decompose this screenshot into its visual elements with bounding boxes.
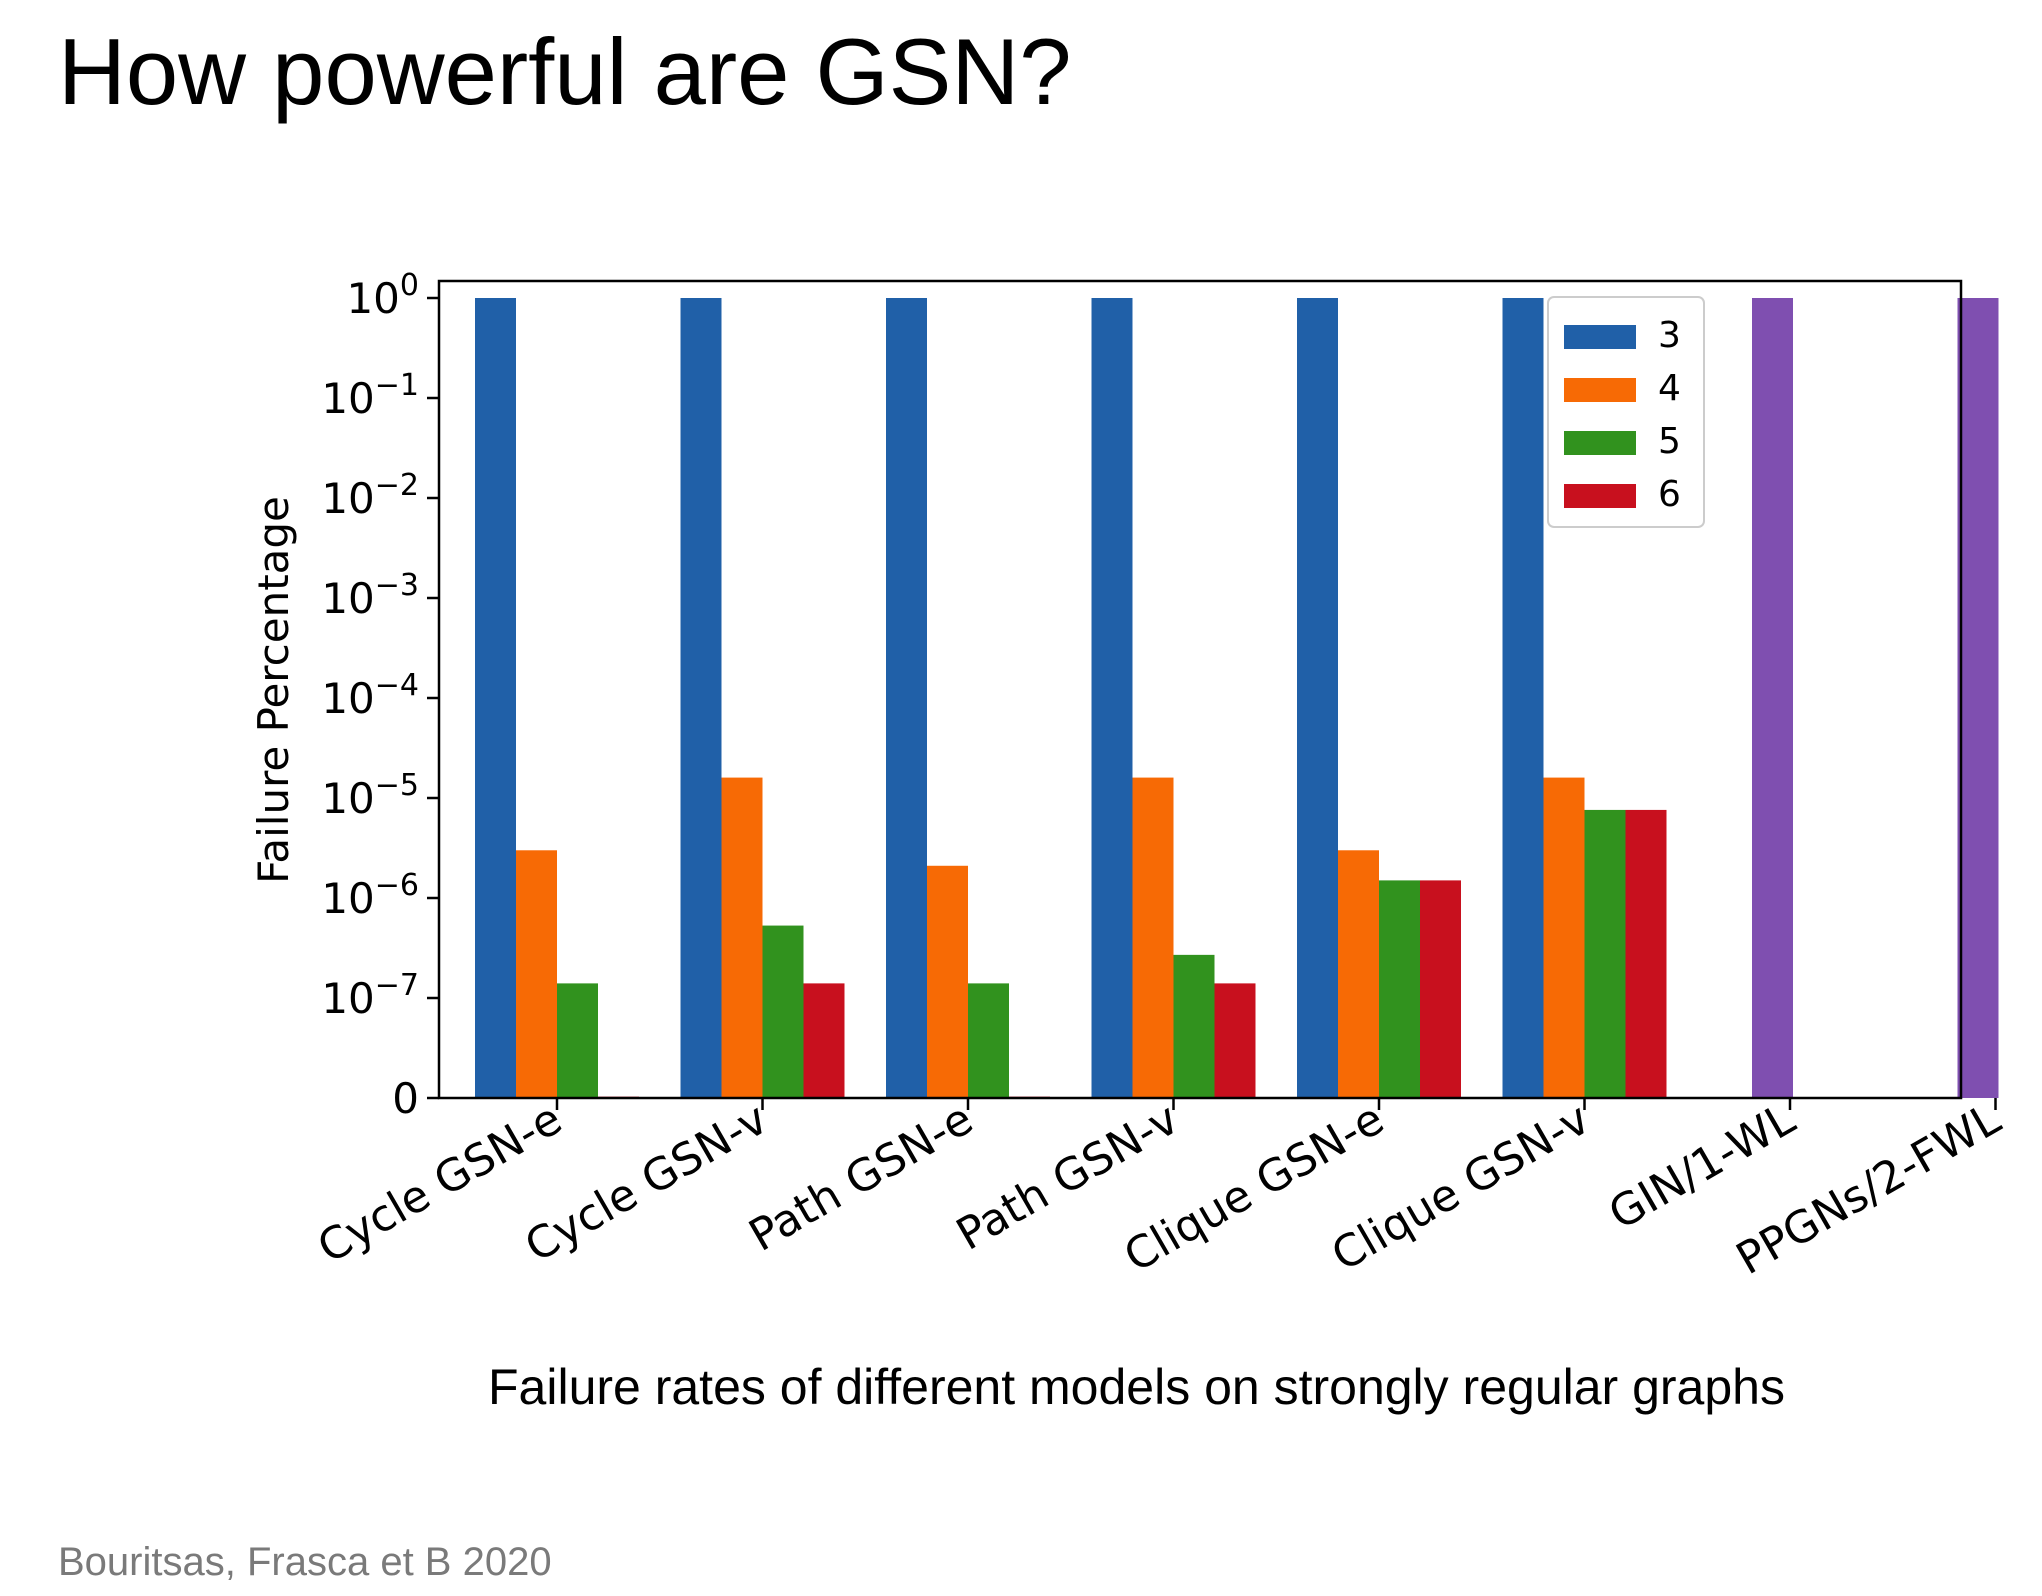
bars-layer bbox=[475, 298, 1999, 1098]
legend-swatch-6 bbox=[1564, 484, 1636, 508]
bar-cycle-gsn-v-k3 bbox=[680, 298, 722, 1098]
y-tick-label: 10−6 bbox=[321, 868, 419, 923]
legend-swatch-4 bbox=[1564, 378, 1636, 402]
x-tick-label: Path GSN-e bbox=[741, 1093, 982, 1261]
bar-cycle-gsn-v-k6 bbox=[803, 983, 845, 1098]
bar-clique-gsn-e-k6 bbox=[1420, 880, 1461, 1098]
legend: 3 4 5 6 bbox=[1547, 296, 1705, 528]
y-tick-label: 10−7 bbox=[321, 968, 419, 1023]
y-tick-label: 10−5 bbox=[321, 768, 419, 823]
bar-cycle-gsn-v-k4 bbox=[721, 777, 763, 1098]
bar-clique-gsn-e-k4 bbox=[1338, 850, 1379, 1098]
legend-label-5: 5 bbox=[1658, 421, 1681, 462]
bar-cycle-gsn-e-k5 bbox=[557, 983, 598, 1098]
bar-gin-1-wl-baseline bbox=[1752, 298, 1793, 1098]
bar-clique-gsn-e-k3 bbox=[1297, 298, 1338, 1098]
y-tick-label: 10−2 bbox=[321, 468, 419, 523]
bar-path-gsn-v-k5 bbox=[1173, 954, 1215, 1098]
bar-cycle-gsn-v-k5 bbox=[762, 925, 804, 1098]
y-tick-label: 10−3 bbox=[321, 568, 419, 623]
bar-path-gsn-v-k4 bbox=[1132, 777, 1174, 1098]
y-axis-label: Failure Percentage bbox=[249, 496, 298, 884]
bar-path-gsn-v-k6 bbox=[1214, 983, 1256, 1098]
bar-ppgns-2-fwl-baseline bbox=[1957, 298, 1999, 1098]
y-tick-label: 10−4 bbox=[321, 668, 419, 723]
slide-title: How powerful are GSN? bbox=[58, 19, 1072, 124]
bar-path-gsn-e-k3 bbox=[886, 298, 927, 1098]
legend-label-3: 3 bbox=[1658, 315, 1681, 356]
bar-clique-gsn-v-k6 bbox=[1625, 809, 1667, 1098]
legend-label-6: 6 bbox=[1658, 474, 1681, 515]
figure-caption: Failure rates of different models on str… bbox=[488, 1359, 1785, 1415]
legend-swatch-5 bbox=[1564, 431, 1636, 455]
y-tick-label: 100 bbox=[346, 268, 419, 323]
bar-path-gsn-e-k5 bbox=[968, 983, 1009, 1098]
bar-clique-gsn-v-k5 bbox=[1584, 809, 1626, 1098]
bar-clique-gsn-v-k4 bbox=[1543, 777, 1585, 1098]
legend-swatch-3 bbox=[1564, 325, 1636, 349]
legend-label-4: 4 bbox=[1658, 368, 1681, 409]
legend-box bbox=[1547, 296, 1705, 528]
bar-clique-gsn-v-k3 bbox=[1502, 298, 1544, 1098]
bar-cycle-gsn-e-k3 bbox=[475, 298, 516, 1098]
y-tick-label: 10−1 bbox=[321, 368, 419, 423]
y-axis: 100 10−1 10−2 10−3 10−4 10−5 10−6 10−7 0 bbox=[321, 268, 439, 1123]
citation: Bouritsas, Frasca et B 2020 bbox=[58, 1540, 552, 1584]
bar-path-gsn-v-k3 bbox=[1091, 298, 1133, 1098]
bar-path-gsn-e-k4 bbox=[927, 865, 968, 1098]
bar-cycle-gsn-e-k4 bbox=[516, 850, 557, 1098]
y-tick-label: 0 bbox=[392, 1074, 419, 1123]
bar-clique-gsn-e-k5 bbox=[1379, 880, 1420, 1098]
plot-frame bbox=[437, 279, 1963, 1100]
